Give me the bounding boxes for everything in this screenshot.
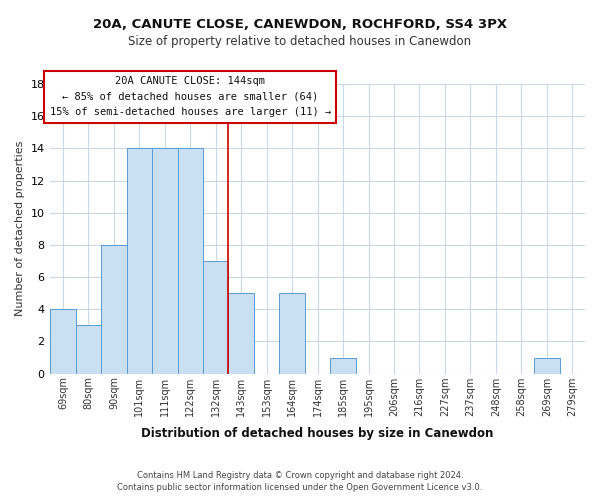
Bar <box>76 326 101 374</box>
Text: 20A, CANUTE CLOSE, CANEWDON, ROCHFORD, SS4 3PX: 20A, CANUTE CLOSE, CANEWDON, ROCHFORD, S… <box>93 18 507 30</box>
Bar <box>127 148 152 374</box>
Bar <box>178 148 203 374</box>
Bar <box>331 358 356 374</box>
Text: Contains public sector information licensed under the Open Government Licence v3: Contains public sector information licen… <box>118 484 482 492</box>
Bar <box>203 261 229 374</box>
Bar <box>152 148 178 374</box>
Bar <box>534 358 560 374</box>
Bar <box>280 293 305 374</box>
Text: Contains HM Land Registry data © Crown copyright and database right 2024.: Contains HM Land Registry data © Crown c… <box>137 471 463 480</box>
Y-axis label: Number of detached properties: Number of detached properties <box>15 141 25 316</box>
Text: Size of property relative to detached houses in Canewdon: Size of property relative to detached ho… <box>128 35 472 48</box>
Text: 20A CANUTE CLOSE: 144sqm
← 85% of detached houses are smaller (64)
15% of semi-d: 20A CANUTE CLOSE: 144sqm ← 85% of detach… <box>50 76 331 118</box>
Bar <box>50 310 76 374</box>
Bar <box>229 293 254 374</box>
Bar <box>101 245 127 374</box>
X-axis label: Distribution of detached houses by size in Canewdon: Distribution of detached houses by size … <box>142 427 494 440</box>
